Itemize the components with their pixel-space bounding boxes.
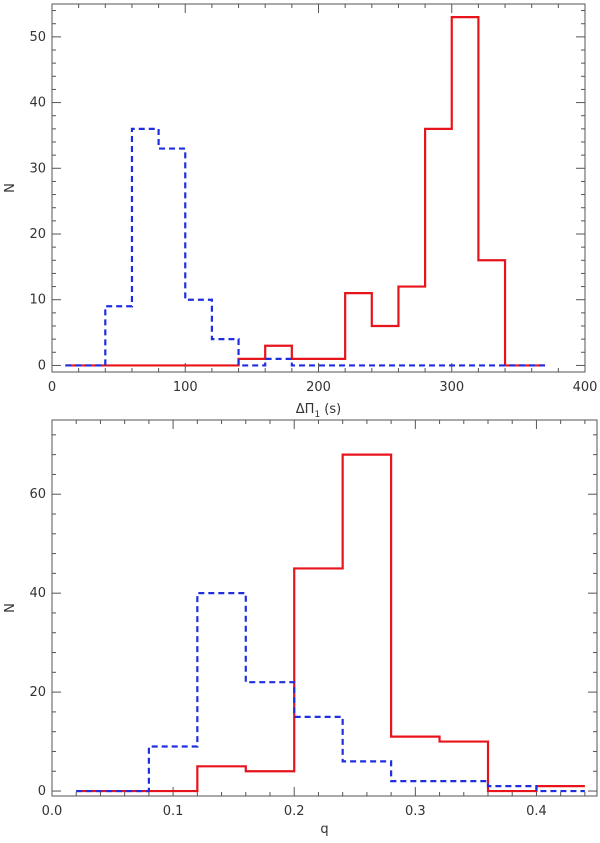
y-tick-label: 10 xyxy=(29,293,46,308)
x-tick-label: 300 xyxy=(439,380,464,395)
y-axis-label: N xyxy=(3,603,18,613)
y-tick-label: 0 xyxy=(38,358,46,373)
x-tick-label: 0.0 xyxy=(42,804,63,819)
y-tick-label: 60 xyxy=(29,487,46,502)
dashed-blue-histogram xyxy=(65,127,546,367)
y-tick-label: 40 xyxy=(29,586,46,601)
solid-red-histogram xyxy=(65,16,546,367)
y-tick-label: 20 xyxy=(29,227,46,242)
x-tick-label: 0.1 xyxy=(163,804,184,819)
top-histogram-panel: 0 100 200 300 400 0 10 20 30 40 50 ΔΠ1 (s) N xyxy=(3,3,598,420)
bottom-histogram-panel: 0.0 0.1 0.2 0.3 0.4 0 20 40 60 q N xyxy=(3,419,598,837)
x-tick-label: 100 xyxy=(173,380,198,395)
x-tick-label: 400 xyxy=(573,380,598,395)
y-tick-label: 50 xyxy=(29,30,46,45)
x-tick-label: 0.3 xyxy=(405,804,426,819)
x-axis-label: q xyxy=(320,822,328,837)
x-tick-label: 200 xyxy=(306,380,331,395)
y-tick-label: 20 xyxy=(29,685,46,700)
x-tick-label: 0.2 xyxy=(284,804,305,819)
dashed-blue-histogram xyxy=(76,592,585,793)
y-tick-label: 30 xyxy=(29,161,46,176)
y-axis-label: N xyxy=(3,183,18,193)
y-tick-label: 40 xyxy=(29,96,46,111)
y-tick-label: 0 xyxy=(38,784,46,799)
x-tick-label: 0.4 xyxy=(526,804,547,819)
plot-frame xyxy=(51,419,598,797)
x-axis-label: ΔΠ1 (s) xyxy=(296,402,341,420)
x-tick-label: 0 xyxy=(48,380,56,395)
solid-red-histogram xyxy=(76,453,585,793)
